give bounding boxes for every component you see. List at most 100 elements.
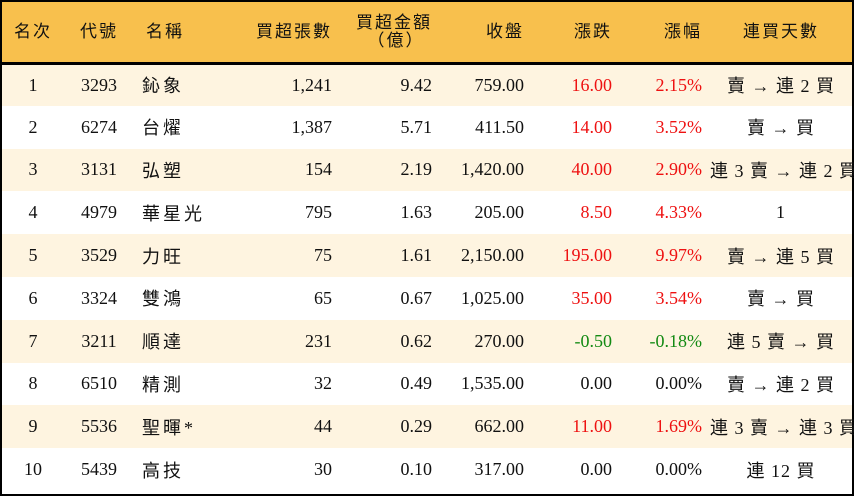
header-net-buy-lots[interactable]: 買超張數 xyxy=(256,21,332,41)
table-row[interactable]: 8 6510 精測 32 0.49 1,535.00 0.00 0.00% 賣 … xyxy=(2,362,852,406)
cell-close: 759.00 xyxy=(474,74,525,95)
cell-change: 8.50 xyxy=(580,202,613,223)
table-body: 1 3293 鈊象 1,241 9.42 759.00 16.00 2.15% … xyxy=(2,63,854,491)
cell-change-pct: -0.18% xyxy=(649,330,703,351)
cell-rank: 2 xyxy=(28,116,38,137)
cell-change-pct: 2.15% xyxy=(655,74,703,95)
table-row[interactable]: 4 4979 華星光 795 1.63 205.00 8.50 4.33% 1 xyxy=(2,191,852,235)
cell-code: 5439 xyxy=(81,459,117,480)
cell-net-buy-amount: 9.42 xyxy=(400,74,433,95)
cell-consecutive-days: 賣 → 買 xyxy=(747,118,815,139)
cell-rank: 3 xyxy=(28,159,38,180)
table-row[interactable]: 2 6274 台燿 1,387 5.71 411.50 14.00 3.52% … xyxy=(2,105,852,149)
cell-change: 195.00 xyxy=(562,245,613,266)
cell-change: 11.00 xyxy=(572,416,612,437)
cell-net-buy-amount: 1.63 xyxy=(400,202,433,223)
cell-net-buy-lots: 75 xyxy=(314,245,332,266)
cell-net-buy-lots: 32 xyxy=(314,373,332,394)
cell-consecutive-days: 賣 → 買 xyxy=(747,289,815,310)
header-consecutive-days[interactable]: 連買天數 xyxy=(743,21,819,41)
cell-close: 411.50 xyxy=(475,116,524,137)
header-change[interactable]: 漲跌 xyxy=(574,21,612,41)
table-row[interactable]: 9 5536 聖暉* 44 0.29 662.00 11.00 1.69% 連 … xyxy=(2,405,854,449)
cell-close: 205.00 xyxy=(474,202,525,223)
cell-net-buy-amount: 1.61 xyxy=(400,245,433,266)
cell-close: 1,025.00 xyxy=(461,287,524,308)
cell-rank: 9 xyxy=(28,416,38,437)
cell-change-pct: 3.52% xyxy=(655,116,703,137)
header-net-buy-amount-line2: （億） xyxy=(367,30,425,50)
cell-code: 6274 xyxy=(81,116,117,137)
cell-net-buy-amount: 0.67 xyxy=(400,287,433,308)
cell-rank: 6 xyxy=(28,287,38,308)
table-row[interactable]: 7 3211 順達 231 0.62 270.00 -0.50 -0.18% 連… xyxy=(2,319,852,363)
cell-change: 35.00 xyxy=(571,287,613,308)
header-code[interactable]: 代號 xyxy=(80,21,118,41)
header-rank[interactable]: 名次 xyxy=(14,21,52,41)
cell-net-buy-amount: 0.49 xyxy=(400,373,433,394)
cell-consecutive-days: 連 5 賣 → 買 xyxy=(727,332,835,353)
header-change-pct[interactable]: 漲幅 xyxy=(664,21,702,41)
table-row[interactable]: 5 3529 力旺 75 1.61 2,150.00 195.00 9.97% … xyxy=(2,234,852,277)
cell-close: 2,150.00 xyxy=(461,245,524,266)
cell-change-pct: 0.00% xyxy=(655,373,703,394)
table-row[interactable]: 10 5439 高技 30 0.10 317.00 0.00 0.00% 連 1… xyxy=(2,448,852,491)
cell-change-pct: 4.33% xyxy=(655,202,703,223)
cell-name: 力旺 xyxy=(142,246,184,267)
cell-consecutive-days: 連 3 賣 → 連 3 買 xyxy=(710,417,854,438)
cell-name: 高技 xyxy=(142,460,184,481)
cell-name: 聖暉* xyxy=(142,417,196,438)
cell-consecutive-days: 賣 → 連 5 買 xyxy=(727,246,835,267)
header-close[interactable]: 收盤 xyxy=(486,21,524,41)
cell-net-buy-lots: 231 xyxy=(305,330,332,351)
cell-name: 順達 xyxy=(142,332,184,353)
cell-consecutive-days: 賣 → 連 2 買 xyxy=(727,374,835,395)
cell-change-pct: 9.97% xyxy=(655,245,703,266)
cell-code: 3211 xyxy=(81,330,117,351)
cell-change: 40.00 xyxy=(571,159,613,180)
cell-net-buy-amount: 0.62 xyxy=(400,330,433,351)
cell-code: 3324 xyxy=(81,287,117,308)
cell-change: 14.00 xyxy=(571,116,613,137)
table-row[interactable]: 1 3293 鈊象 1,241 9.42 759.00 16.00 2.15% … xyxy=(2,63,852,106)
cell-name: 弘塑 xyxy=(142,160,184,181)
cell-close: 1,535.00 xyxy=(461,373,524,394)
table-row[interactable]: 3 3131 弘塑 154 2.19 1,420.00 40.00 2.90% … xyxy=(2,148,854,192)
cell-net-buy-amount: 5.71 xyxy=(400,116,433,137)
cell-close: 270.00 xyxy=(474,330,525,351)
cell-net-buy-amount: 2.19 xyxy=(400,159,433,180)
cell-net-buy-lots: 65 xyxy=(314,287,332,308)
cell-consecutive-days: 連 3 賣 → 連 2 買 xyxy=(710,160,854,181)
cell-net-buy-lots: 1,387 xyxy=(291,116,333,137)
cell-change: 0.00 xyxy=(580,373,613,394)
cell-rank: 1 xyxy=(28,74,38,95)
header-net-buy-amount[interactable]: 買超金額 （億） xyxy=(340,2,440,63)
cell-net-buy-lots: 44 xyxy=(314,416,332,437)
cell-code: 3293 xyxy=(81,74,117,95)
cell-code: 5536 xyxy=(81,416,117,437)
header-name[interactable]: 名稱 xyxy=(146,21,184,41)
cell-name: 雙鴻 xyxy=(142,289,184,310)
cell-name: 鈊象 xyxy=(142,76,184,97)
table-row[interactable]: 6 3324 雙鴻 65 0.67 1,025.00 35.00 3.54% 賣… xyxy=(2,276,852,320)
cell-code: 4979 xyxy=(81,202,117,223)
cell-code: 3529 xyxy=(81,245,117,266)
cell-rank: 10 xyxy=(24,459,42,480)
cell-consecutive-days: 賣 → 連 2 買 xyxy=(727,76,835,97)
cell-change: 0.00 xyxy=(580,459,613,480)
cell-change-pct: 1.69% xyxy=(655,416,703,437)
cell-consecutive-days: 1 xyxy=(776,202,786,223)
cell-rank: 8 xyxy=(28,373,38,394)
cell-close: 662.00 xyxy=(474,416,525,437)
cell-change: 16.00 xyxy=(571,74,613,95)
cell-change-pct: 3.54% xyxy=(655,287,703,308)
cell-name: 華星光 xyxy=(142,203,205,224)
cell-net-buy-lots: 154 xyxy=(305,159,332,180)
cell-net-buy-lots: 30 xyxy=(314,459,332,480)
cell-net-buy-lots: 795 xyxy=(305,202,332,223)
cell-rank: 7 xyxy=(28,330,38,351)
cell-rank: 5 xyxy=(28,245,38,266)
cell-consecutive-days: 連 12 買 xyxy=(746,460,816,481)
